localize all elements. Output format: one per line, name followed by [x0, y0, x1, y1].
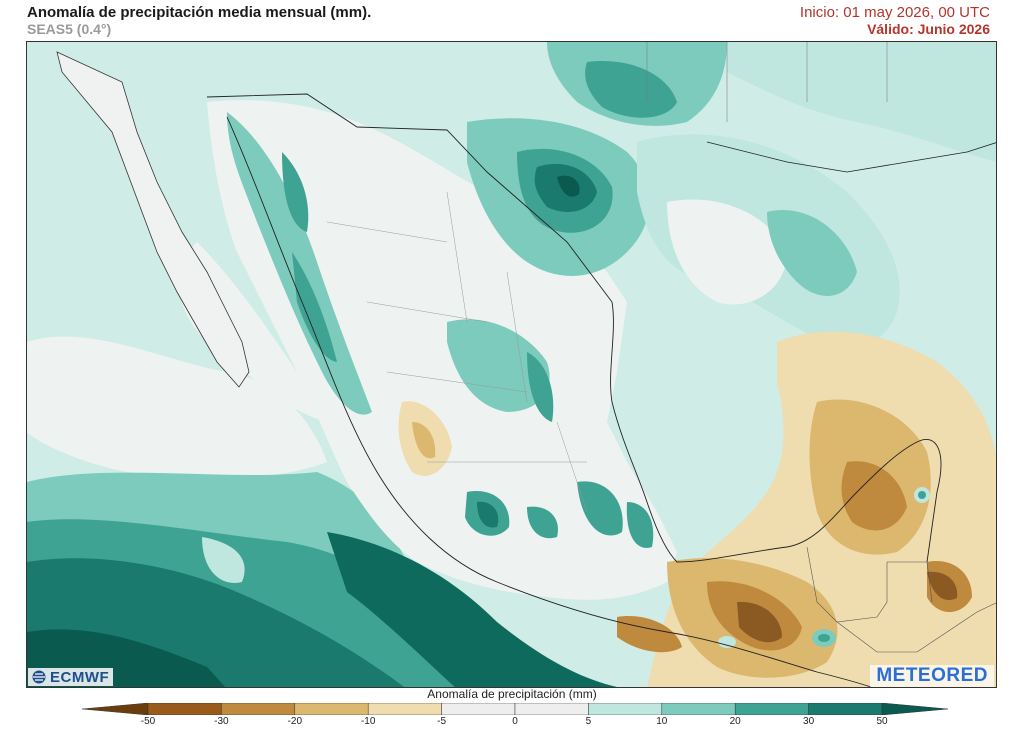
colorbar-title: Anomalía de precipitación (mm): [427, 687, 597, 701]
colorbar-segment: [294, 703, 369, 715]
mexico-state-borders: [326, 191, 588, 513]
colorbar-segment: [441, 703, 516, 715]
colorbar-ticks: -50 -30 -20 -10 -5 0 5 10 20 30 50: [0, 716, 1024, 729]
map-title: Anomalía de precipitación media mensual …: [27, 4, 372, 21]
map-canvas: [27, 42, 996, 687]
baja-california: [56, 51, 250, 388]
gulf-coastline: [610, 301, 942, 563]
colorbar-tick-label: 10: [656, 716, 668, 727]
colorbar-tick-label: 5: [585, 716, 592, 727]
guatemala-border: [806, 546, 888, 623]
colorbar-tick-label: -50: [140, 716, 156, 727]
colorbar-segment: [588, 703, 663, 715]
colorbar-min-triangle: [82, 703, 149, 715]
init-time: Inicio: 01 may 2026, 00 UTC: [799, 4, 990, 21]
chihuahua-wet-core: [282, 152, 309, 232]
us-southeast-pale: [727, 42, 996, 162]
us-gulf-coast: [706, 141, 996, 173]
jalisco-dry-mid: [412, 422, 436, 459]
colorbar-segment: [808, 703, 883, 715]
colorbar-segment: [221, 703, 296, 715]
pacific-pale-patch: [202, 537, 245, 583]
coahuila-core: [557, 175, 580, 197]
pacific-neutral-zone: [27, 336, 327, 479]
chiapas-wet-dot: [718, 636, 736, 648]
header: Anomalía de precipitación media mensual …: [0, 0, 1024, 40]
central-america-border: [836, 602, 996, 653]
us-mexico-border: [206, 93, 613, 303]
mexico-state-wet: [527, 506, 558, 539]
guatemala-wet-core: [818, 634, 830, 642]
yucatan-wet-dot-core: [918, 491, 926, 499]
colorbar-segment: [734, 703, 809, 715]
san-luis-wet: [527, 352, 554, 422]
sonora-wet-core: [292, 252, 337, 362]
mexico-mainland-neutral: [207, 100, 677, 600]
colorbar: [82, 703, 948, 715]
colorbar-tick-label: -30: [214, 716, 229, 727]
colorbar-tick-label: 50: [876, 716, 888, 727]
valid-period: Válido: Junio 2026: [867, 21, 990, 37]
us-state-borders: [646, 42, 888, 122]
veracruz-wet: [626, 502, 654, 548]
colorbar-segment: [514, 703, 589, 715]
meteored-logo: METEORED: [870, 665, 994, 687]
central-wet: [447, 319, 550, 412]
colorbar-tick-label: -20: [287, 716, 303, 727]
colorbar-tick-label: 20: [729, 716, 741, 727]
precipitation-anomaly-map: [26, 41, 997, 688]
colorbar-tick-label: -10: [360, 716, 376, 727]
pacific-coast-deep-wet: [327, 532, 618, 687]
gulf-california-neutral: [178, 242, 327, 422]
chiapas-dry-core: [737, 601, 782, 643]
texas-core-wet: [585, 61, 677, 118]
colorbar-segment: [661, 703, 736, 715]
colorbar-segment: [367, 703, 442, 715]
pacific-coastline: [226, 116, 873, 687]
michoacan-core: [477, 501, 499, 528]
belize-dry-core: [927, 571, 958, 601]
colorbar-tick-label: 0: [512, 716, 518, 727]
gulf-east-wet: [767, 210, 857, 296]
meteored-logo-text: METEORED: [876, 665, 988, 686]
gulf-neutral: [667, 199, 787, 305]
sierra-occidental-wet: [227, 112, 372, 415]
belize-border: [887, 561, 933, 603]
ecmwf-logo: ECMWF: [28, 668, 114, 686]
colorbar-tick-label: 30: [803, 716, 815, 727]
yucatan-dry-strong: [841, 461, 907, 531]
ecmwf-logo-text: ECMWF: [50, 668, 110, 686]
model-subtitle: SEAS5 (0.4°): [27, 21, 112, 37]
puebla-wet: [577, 481, 623, 536]
colorbar-segment: [147, 703, 222, 715]
colorbar-max-triangle: [881, 703, 948, 715]
ecmwf-swirl-icon: [32, 670, 46, 684]
colorbar-tick-label: -5: [437, 716, 447, 727]
